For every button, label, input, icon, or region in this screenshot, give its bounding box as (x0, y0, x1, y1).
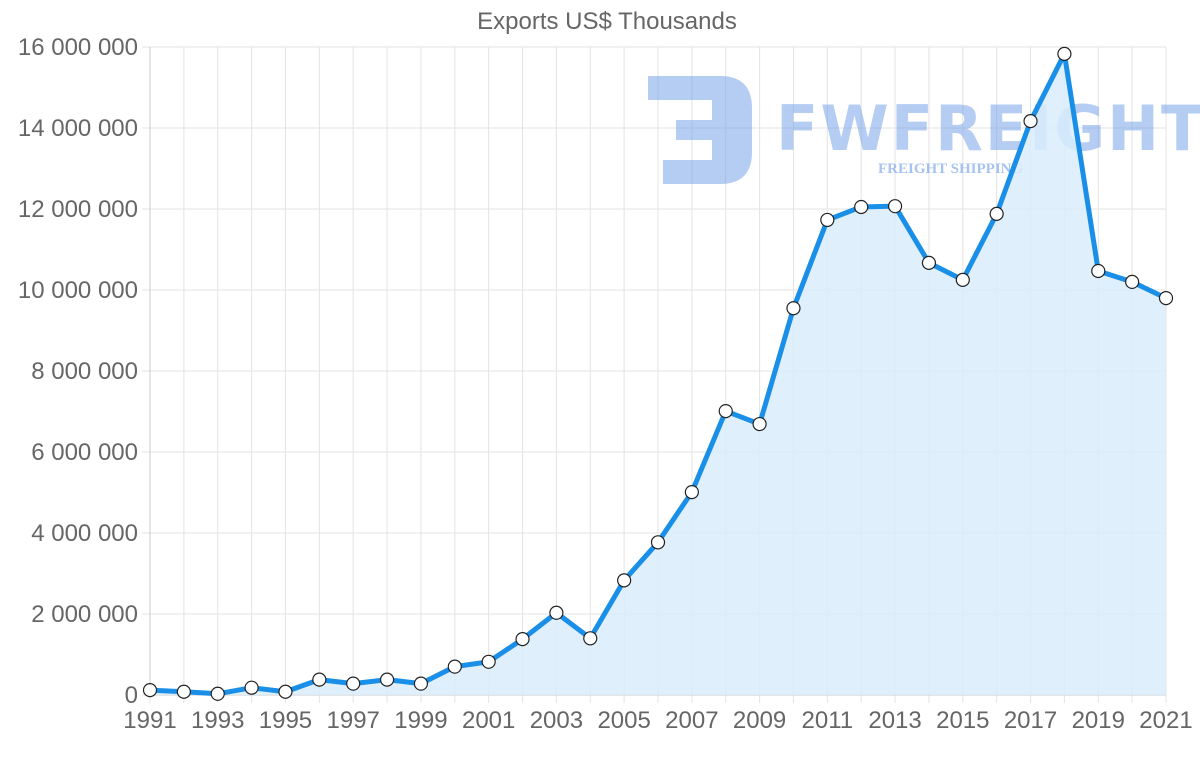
data-point[interactable] (583, 631, 598, 646)
x-tick-label: 2015 (936, 707, 989, 734)
data-point[interactable] (752, 416, 767, 432)
data-point[interactable] (278, 684, 293, 699)
x-tick-label: 1991 (123, 707, 176, 734)
y-tick-label: 8 000 000 (31, 358, 138, 385)
data-point[interactable] (1091, 263, 1106, 279)
data-point[interactable] (346, 676, 361, 691)
chart-title: Exports US$ Thousands (477, 8, 737, 35)
x-tick-label: 2009 (733, 707, 786, 734)
x-tick-label: 2001 (462, 707, 515, 734)
y-tick-label: 2 000 000 (31, 601, 138, 628)
data-point[interactable] (244, 680, 259, 695)
y-tick-label: 14 000 000 (18, 115, 138, 142)
data-point[interactable] (650, 535, 666, 550)
data-point[interactable] (718, 403, 733, 419)
data-point[interactable] (820, 212, 835, 228)
data-point[interactable] (989, 206, 1004, 221)
x-tick-label: 2021 (1139, 707, 1192, 734)
x-tick-label: 2005 (597, 707, 650, 734)
data-point[interactable] (142, 683, 158, 698)
data-point[interactable] (1057, 46, 1072, 61)
data-point[interactable] (854, 199, 869, 215)
data-point[interactable] (1158, 291, 1174, 306)
data-point[interactable] (515, 632, 530, 647)
data-point[interactable] (1023, 114, 1038, 129)
x-tick-label: 2013 (868, 707, 921, 734)
x-tick-label: 1995 (259, 707, 312, 734)
watermark-tagline: FREIGHT SHIPPING (878, 161, 1023, 177)
data-point[interactable] (617, 573, 632, 588)
data-point[interactable] (887, 199, 903, 214)
x-axis-ticks: 1991 1993 1995 1997 1999 2001 2003 2005 2007 2009… (123, 707, 1192, 734)
x-tick-label: 1997 (327, 707, 380, 734)
data-point[interactable] (481, 654, 496, 669)
x-tick-label: 2017 (1004, 707, 1057, 734)
fwfreight-logo-icon (648, 76, 752, 184)
y-tick-label: 12 000 000 (18, 196, 138, 223)
x-tick-label: 1993 (191, 707, 244, 734)
y-axis-ticks: 0 2 000 000 4 000 000 6 000 000 8 000 000 10 … (18, 34, 138, 709)
data-point[interactable] (413, 676, 429, 691)
y-tick-label: 6 000 000 (31, 439, 138, 466)
data-point[interactable] (210, 686, 225, 701)
data-point[interactable] (312, 672, 327, 687)
fwfreight-watermark: FWFREIGHT FREIGHT SHIPPING (648, 76, 1200, 184)
data-points (142, 46, 1174, 701)
x-tick-label: 1999 (394, 707, 447, 734)
x-tick-label: 2019 (1072, 707, 1125, 734)
area-fill (150, 53, 1166, 695)
x-tick-label: 2007 (665, 707, 718, 734)
data-point[interactable] (176, 684, 191, 699)
y-tick-label: 0 (125, 682, 138, 709)
data-point[interactable] (684, 484, 699, 500)
data-point[interactable] (955, 272, 970, 287)
y-tick-label: 10 000 000 (18, 277, 138, 304)
data-point[interactable] (1125, 274, 1140, 289)
data-point[interactable] (549, 605, 564, 620)
y-tick-label: 16 000 000 (18, 34, 138, 61)
x-tick-label: 2011 (802, 707, 854, 734)
data-point[interactable] (786, 301, 801, 316)
watermark-brand: FWFREIGHT (776, 92, 1200, 165)
data-point[interactable] (921, 255, 937, 270)
x-tick-label: 2003 (530, 707, 583, 734)
data-point[interactable] (379, 672, 395, 687)
data-point[interactable] (447, 659, 462, 674)
y-tick-label: 4 000 000 (31, 520, 138, 547)
